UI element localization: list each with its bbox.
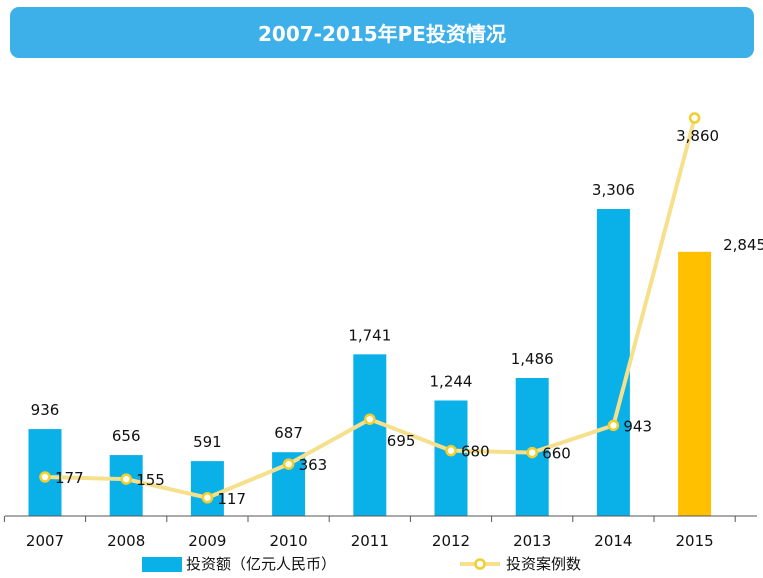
line-value-label-2007: 177	[55, 469, 84, 487]
x-tick-label-2013: 2013	[513, 532, 551, 550]
x-tick-label-2011: 2011	[351, 532, 389, 550]
x-tick-label-2015: 2015	[676, 532, 714, 550]
bar-value-label-2010: 687	[274, 424, 303, 442]
x-tick-label-2008: 2008	[107, 532, 145, 550]
line-value-label-2011: 695	[387, 432, 416, 450]
line-marker-2011	[364, 413, 376, 425]
line-value-label-2013: 660	[542, 445, 571, 463]
line-value-label-2009: 117	[217, 490, 246, 508]
x-tick-label-2014: 2014	[594, 532, 632, 550]
line-marker-2008	[120, 473, 132, 485]
bar-2014	[596, 209, 630, 516]
line-value-label-2010: 363	[299, 456, 328, 474]
line-marker-2010	[282, 458, 295, 470]
bar-2009	[190, 461, 224, 516]
chart-title-banner: 2007-2015年PE投资情况	[10, 7, 754, 58]
bar-value-label-2007: 936	[31, 401, 60, 419]
line-marker-2007	[39, 471, 51, 483]
x-tick-label-2007: 2007	[26, 532, 64, 550]
bar-2011	[353, 354, 387, 516]
x-tick-label-2009: 2009	[188, 532, 226, 550]
x-tick-label-2012: 2012	[432, 532, 470, 550]
bar-value-label-2009: 591	[193, 433, 222, 451]
line-value-label-2015: 3,860	[676, 127, 719, 145]
bar-value-label-2013: 1,486	[511, 350, 554, 368]
legend-label-line: 投资案例数	[506, 555, 581, 573]
line-marker-2013	[526, 446, 538, 459]
legend-swatch-bar	[142, 557, 182, 572]
bar-2015	[678, 251, 712, 516]
line-marker-2014	[607, 419, 620, 432]
bar-value-label-2008: 656	[112, 427, 141, 445]
chart-title: 2007-2015年PE投资情况	[258, 22, 506, 46]
line-marker-2015	[688, 112, 701, 124]
legend-label-bar: 投资额（亿元人民币）	[186, 555, 336, 573]
bar-value-label-2011: 1,741	[348, 326, 391, 344]
line-marker-2012	[445, 444, 457, 457]
bar-2012	[434, 400, 468, 516]
line-marker-2009	[201, 492, 214, 504]
line-value-label-2008: 155	[136, 471, 165, 489]
legend-marker-line	[474, 558, 486, 570]
x-tick-label-2010: 2010	[270, 532, 308, 550]
bar-value-label-2012: 1,244	[430, 372, 473, 390]
bar-value-label-2014: 3,306	[592, 181, 635, 199]
line-value-label-2014: 943	[623, 417, 652, 435]
bar-value-label-2015: 2,845	[723, 236, 763, 254]
line-value-label-2012: 680	[461, 443, 490, 461]
bar-2008	[109, 455, 143, 516]
